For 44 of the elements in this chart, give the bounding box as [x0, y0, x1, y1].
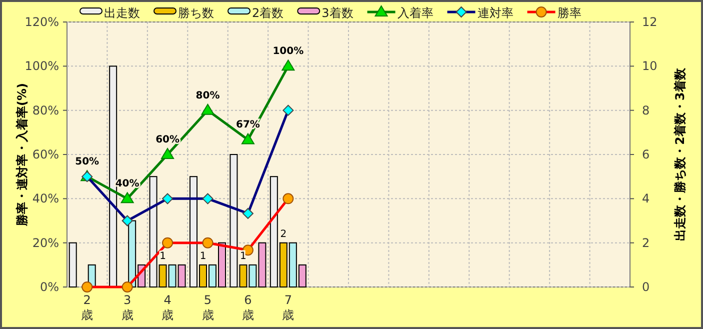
y2-tick-label: 12	[642, 15, 658, 29]
point	[241, 133, 254, 144]
y-tick-label: 80%	[32, 103, 59, 118]
data-label: 1	[160, 250, 166, 262]
legend-label: 出走数	[104, 6, 140, 20]
data-label: 2	[280, 228, 287, 240]
y2-tick-label: 0	[642, 280, 650, 294]
point	[201, 104, 214, 115]
y2-tick-label: 2	[642, 236, 650, 250]
data-label: 80%	[196, 90, 220, 102]
point	[161, 148, 174, 159]
y2-tick-label: 6	[642, 148, 650, 162]
y-tick-label: 20%	[32, 236, 59, 250]
y2-tick-label: 8	[642, 103, 650, 118]
x-tick-label: 6歳	[242, 293, 254, 322]
x-tick-label: 5歳	[202, 293, 214, 322]
data-label: 100%	[272, 46, 304, 58]
y-tick-label: 0%	[40, 280, 59, 294]
y2-axis-title: 出走数・勝ち数・2着数・3着数	[673, 67, 687, 241]
y2-tick-label: 10	[642, 59, 658, 74]
x-tick-label: 7歳	[282, 293, 294, 322]
legend-label: 入着率	[397, 6, 434, 20]
data-label: 50%	[75, 156, 100, 168]
x-tick-label: 4歳	[162, 293, 174, 322]
y-tick-label: 100%	[24, 59, 59, 74]
data-label: 1	[200, 250, 206, 262]
bar	[68, 242, 77, 288]
data-label: 60%	[156, 134, 180, 146]
y-axis-title: 勝率・連対率・入着率(%)	[15, 83, 29, 227]
data-label: 1	[240, 250, 246, 262]
x-tick-label: 2歳	[81, 293, 94, 322]
y2-tick-label: 4	[642, 192, 650, 206]
x-tick-label: 3歳	[121, 293, 134, 322]
point	[282, 60, 295, 71]
y-tick-label: 60%	[32, 148, 59, 162]
y-tick-label: 120%	[24, 15, 59, 29]
legend-label: 3着数	[322, 6, 354, 20]
legend-label: 勝ち数	[178, 6, 214, 20]
legend-label: 2着数	[252, 6, 284, 20]
y-tick-label: 40%	[32, 192, 59, 206]
point	[120, 192, 134, 204]
bar	[109, 66, 118, 288]
legend-label: 勝率	[557, 6, 582, 20]
legend-label: 連対率	[477, 6, 514, 20]
